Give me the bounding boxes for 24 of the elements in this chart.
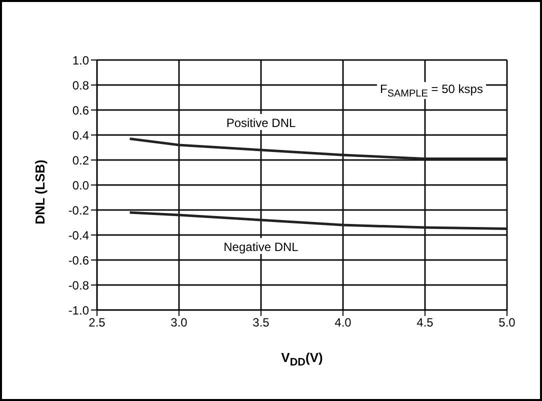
x-tick-label: 4.0 (334, 316, 352, 330)
x-tick-label: 3.0 (170, 316, 188, 330)
y-axis-title: DNL (LSB) (32, 160, 48, 224)
x-axis-title: V$_{DD}$(V) (280, 350, 324, 369)
y-tick-label: 0.6 (72, 103, 90, 118)
series-label: Positive DNL (226, 116, 296, 130)
y-tick-label: 0.4 (72, 128, 90, 142)
y-tick-label: 0.8 (72, 78, 90, 92)
annotation: F$_{SAMPLE}$ = 50 ksps (377, 82, 486, 100)
y-tick-label: -0.2 (68, 203, 90, 218)
y-tick-label: 1.0 (72, 53, 90, 68)
y-tick-label: 0.0 (72, 178, 90, 192)
y-tick-label: -1.0 (68, 303, 90, 318)
y-tick-label: 0.2 (72, 153, 90, 168)
x-tick-label: 4.5 (416, 316, 434, 330)
y-tick-label: -0.6 (68, 253, 90, 268)
x-tick-label: 2.5 (88, 316, 106, 330)
y-tick-label: -0.8 (68, 278, 90, 292)
line-series (128, 138, 507, 160)
x-tick-label: 3.5 (252, 316, 270, 330)
y-tick-label: -0.4 (68, 228, 90, 242)
x-tick-label: 5.0 (498, 316, 516, 330)
line-series (128, 211, 507, 230)
series-label: Negative DNL (224, 240, 299, 254)
